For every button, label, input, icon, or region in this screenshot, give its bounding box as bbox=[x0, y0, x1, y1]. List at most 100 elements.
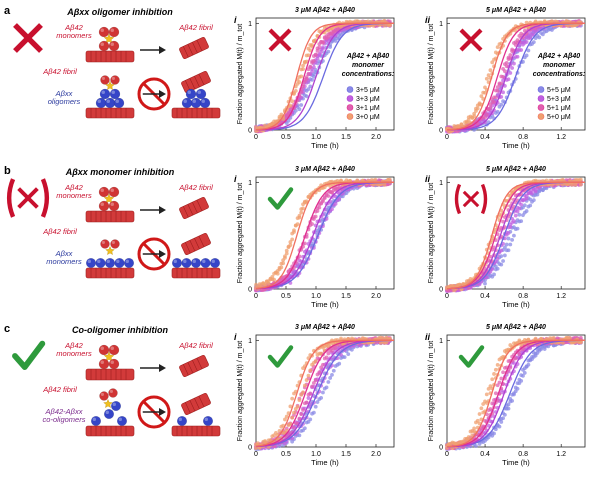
prohibited-icon bbox=[137, 237, 171, 271]
sphere bbox=[90, 416, 101, 427]
sphere bbox=[190, 258, 201, 269]
sphere-highlight bbox=[109, 389, 114, 393]
data-point bbox=[317, 370, 322, 375]
data-point bbox=[290, 415, 295, 420]
cross-stroke bbox=[13, 23, 43, 53]
fibril-body bbox=[181, 233, 211, 255]
data-point bbox=[301, 67, 305, 72]
fibril-stripe bbox=[187, 44, 194, 56]
data-point bbox=[492, 431, 496, 436]
fibril-body bbox=[85, 267, 135, 279]
sphere-highlight bbox=[110, 42, 114, 46]
product-fibril-body bbox=[179, 37, 209, 59]
plot-title: 5 μM Aβ42 + Aβ40 bbox=[486, 7, 546, 14]
data-point bbox=[524, 196, 529, 201]
data-point bbox=[568, 336, 572, 341]
data-point bbox=[342, 355, 347, 360]
data-point bbox=[308, 48, 313, 53]
sphere-highlight bbox=[100, 188, 104, 192]
fibril-stripe bbox=[189, 78, 196, 90]
monomer-sphere bbox=[98, 26, 110, 38]
fibril-body bbox=[85, 368, 135, 381]
data-point bbox=[519, 219, 524, 224]
y-tick-label: 0 bbox=[248, 287, 252, 294]
inhibited-reactant-cluster bbox=[85, 75, 135, 119]
data-point bbox=[308, 368, 313, 373]
x-tick-label: 1.0 bbox=[311, 134, 321, 141]
sphere bbox=[195, 88, 207, 100]
species-label: monomers bbox=[46, 257, 82, 266]
species-label: co-oligomers bbox=[43, 415, 86, 424]
data-point bbox=[324, 385, 329, 390]
sphere-highlight bbox=[183, 259, 187, 263]
sphere-highlight bbox=[110, 188, 114, 192]
x-tick-label: 2.0 bbox=[371, 451, 381, 458]
data-point bbox=[512, 61, 516, 66]
data-point bbox=[301, 408, 305, 412]
data-point bbox=[321, 40, 325, 45]
x-axis-label: Time (h) bbox=[311, 458, 339, 467]
data-point bbox=[306, 396, 311, 400]
sphere bbox=[181, 97, 193, 109]
legend-title: Aβ42 + Aβ40 bbox=[346, 53, 389, 60]
legend-swatch bbox=[537, 104, 545, 111]
fibril-stripe bbox=[198, 235, 205, 248]
data-point bbox=[499, 102, 504, 107]
x-tick-label: 1.2 bbox=[556, 134, 566, 141]
data-point bbox=[295, 404, 300, 409]
legend-label: 5+5 μM bbox=[547, 87, 571, 94]
x-tick-label: 2.0 bbox=[371, 134, 381, 141]
blocked-arrow bbox=[142, 90, 166, 98]
data-point bbox=[319, 396, 324, 400]
x-axis-label: Time (h) bbox=[502, 458, 530, 467]
sphere-highlight bbox=[111, 240, 116, 244]
data-point bbox=[292, 410, 296, 415]
data-point bbox=[531, 198, 536, 203]
sphere bbox=[99, 88, 111, 100]
data-point bbox=[304, 378, 309, 382]
sphere-highlight bbox=[92, 417, 96, 421]
data-point bbox=[484, 392, 489, 397]
legend-swatch bbox=[537, 86, 545, 93]
data-point bbox=[308, 417, 313, 422]
interaction-star bbox=[103, 398, 113, 409]
y-tick-label: 1 bbox=[439, 21, 443, 28]
sphere bbox=[103, 409, 114, 420]
inhibited-reactant-cluster bbox=[85, 239, 135, 279]
x-tick-label: 0.4 bbox=[480, 134, 490, 141]
data-point bbox=[304, 400, 309, 405]
data-point bbox=[290, 99, 295, 104]
y-tick-label: 0 bbox=[248, 128, 252, 135]
paren-right bbox=[40, 178, 50, 218]
data-point bbox=[512, 233, 516, 238]
data-point bbox=[522, 371, 527, 375]
inhibited-product-cluster bbox=[171, 71, 221, 119]
legend-swatch bbox=[346, 86, 354, 93]
data-point bbox=[306, 71, 311, 76]
sphere bbox=[95, 258, 106, 269]
fibril-body bbox=[171, 267, 221, 279]
data-point bbox=[297, 398, 302, 402]
fibril-stripe bbox=[189, 240, 196, 252]
fibril-body bbox=[171, 425, 221, 437]
data-point bbox=[484, 112, 489, 117]
x-tick-label: 0.8 bbox=[518, 293, 528, 300]
monomers-label: monomers bbox=[56, 191, 92, 200]
inhibited-product-cluster bbox=[171, 393, 221, 437]
interaction-star bbox=[103, 193, 115, 204]
data-point bbox=[290, 237, 295, 242]
data-point bbox=[492, 100, 496, 104]
sphere-highlight bbox=[101, 76, 106, 81]
x-tick-label: 0 bbox=[254, 134, 258, 141]
data-point bbox=[483, 281, 487, 286]
data-point bbox=[326, 194, 331, 198]
species-label: Aβxx bbox=[55, 89, 73, 98]
product-fibril-body bbox=[179, 355, 209, 377]
data-point bbox=[286, 118, 291, 123]
panel-roman: i bbox=[234, 332, 237, 342]
data-point bbox=[519, 378, 524, 383]
data-point bbox=[493, 95, 498, 100]
data-point bbox=[293, 88, 298, 93]
panel-roman: ii bbox=[425, 332, 431, 342]
